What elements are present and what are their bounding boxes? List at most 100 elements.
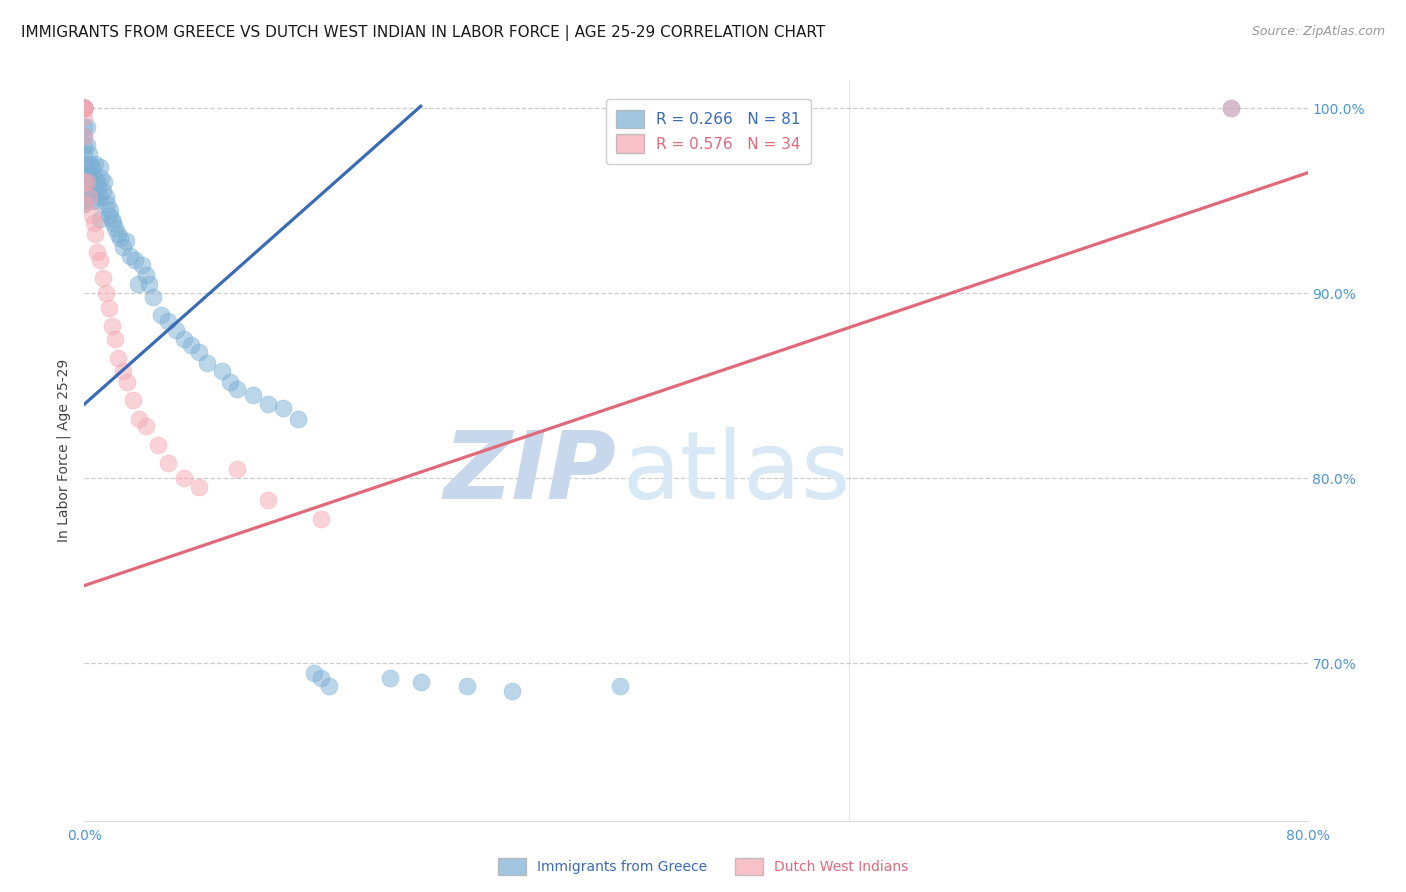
Point: [80, 194, 103, 208]
Point: [97, 301, 120, 315]
Point: [84, 156, 107, 170]
Point: [127, 277, 149, 291]
Point: [120, 249, 142, 263]
Point: [226, 383, 249, 397]
Point: [76, 120, 98, 134]
Point: [128, 412, 150, 426]
Text: Source: ZipAtlas.com: Source: ZipAtlas.com: [1251, 25, 1385, 38]
Point: [83, 185, 105, 199]
Point: [73, 166, 96, 180]
Point: [73, 128, 96, 143]
Point: [115, 375, 138, 389]
Point: [188, 345, 211, 359]
Point: [73, 101, 96, 115]
Point: [86, 175, 108, 189]
Point: [107, 227, 129, 241]
Point: [80, 161, 103, 175]
Text: atlas: atlas: [623, 426, 851, 518]
Point: [80, 175, 103, 189]
Point: [111, 240, 134, 254]
Point: [93, 175, 115, 189]
Point: [73, 101, 96, 115]
Legend: Immigrants from Greece, Dutch West Indians: Immigrants from Greece, Dutch West India…: [492, 853, 914, 880]
Point: [104, 221, 127, 235]
Point: [101, 212, 124, 227]
Point: [311, 512, 333, 526]
Point: [218, 375, 240, 389]
Point: [73, 101, 96, 115]
Point: [380, 671, 402, 685]
Point: [73, 197, 96, 211]
Point: [149, 309, 172, 323]
Point: [114, 235, 136, 249]
Point: [89, 252, 111, 267]
Point: [271, 401, 294, 415]
Point: [409, 674, 432, 689]
Point: [73, 111, 96, 125]
Point: [73, 128, 96, 143]
Point: [108, 230, 131, 244]
Legend: R = 0.266   N = 81, R = 0.576   N = 34: R = 0.266 N = 81, R = 0.576 N = 34: [606, 99, 811, 164]
Point: [91, 185, 114, 199]
Point: [87, 178, 110, 193]
Point: [89, 212, 111, 227]
Point: [73, 101, 96, 115]
Point: [77, 190, 100, 204]
Point: [73, 194, 96, 208]
Point: [142, 290, 165, 304]
Point: [135, 419, 157, 434]
Point: [456, 679, 478, 693]
Point: [211, 364, 233, 378]
Point: [89, 161, 111, 175]
Point: [73, 101, 96, 115]
Point: [188, 481, 211, 495]
Point: [101, 319, 124, 334]
Point: [1220, 101, 1243, 115]
Point: [302, 665, 325, 680]
Text: IMMIGRANTS FROM GREECE VS DUTCH WEST INDIAN IN LABOR FORCE | AGE 25-29 CORRELATI: IMMIGRANTS FROM GREECE VS DUTCH WEST IND…: [21, 25, 825, 41]
Point: [73, 101, 96, 115]
Point: [73, 101, 96, 115]
Text: ZIP: ZIP: [443, 426, 616, 518]
Point: [226, 462, 249, 476]
Point: [77, 147, 100, 161]
Point: [111, 364, 134, 378]
Point: [91, 271, 114, 285]
Point: [73, 101, 96, 115]
Point: [73, 120, 96, 134]
Point: [83, 216, 105, 230]
Point: [73, 156, 96, 170]
Point: [76, 138, 98, 153]
Point: [73, 147, 96, 161]
Point: [80, 208, 103, 222]
Point: [195, 356, 218, 370]
Point: [180, 338, 202, 352]
Point: [94, 190, 117, 204]
Point: [122, 393, 145, 408]
Point: [146, 438, 169, 452]
Point: [131, 258, 153, 272]
Point: [73, 101, 96, 115]
Point: [86, 194, 108, 208]
Point: [173, 332, 195, 346]
Point: [73, 175, 96, 189]
Point: [104, 332, 127, 346]
Point: [73, 101, 96, 115]
Point: [86, 245, 108, 260]
Point: [318, 679, 340, 693]
Point: [73, 175, 96, 189]
Point: [124, 252, 146, 267]
Point: [502, 684, 524, 698]
Point: [96, 197, 118, 211]
Point: [73, 197, 96, 211]
Point: [97, 208, 120, 222]
Point: [73, 185, 96, 199]
Point: [79, 156, 101, 170]
Point: [73, 101, 96, 115]
Point: [287, 412, 309, 426]
Point: [77, 166, 100, 180]
Point: [257, 493, 280, 508]
Point: [76, 175, 98, 189]
Point: [107, 351, 129, 365]
Point: [165, 323, 187, 337]
